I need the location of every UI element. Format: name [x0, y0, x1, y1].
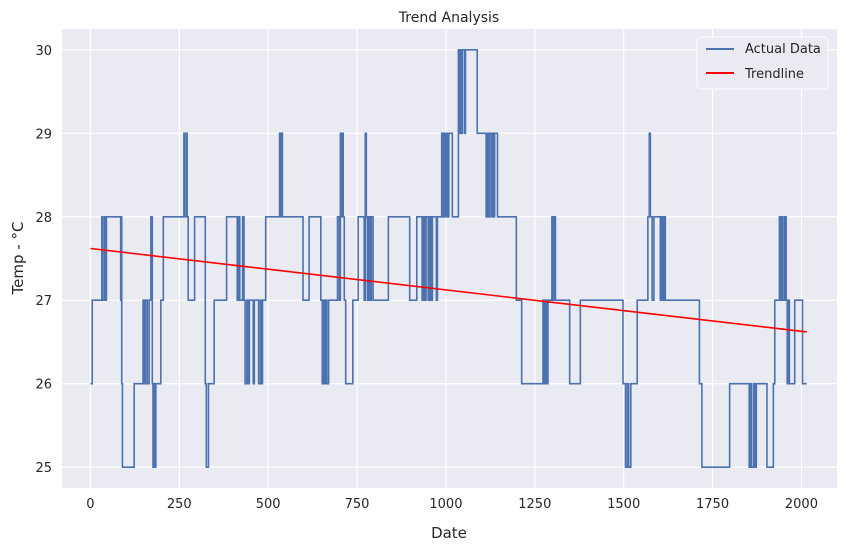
y-tick-label: 29 [35, 127, 52, 142]
actual-data-line [90, 49, 807, 468]
x-tick-label: 1000 [429, 497, 462, 512]
y-tick-label: 25 [35, 461, 52, 476]
x-tick-label: 1250 [518, 497, 551, 512]
legend-trend-label: Trendline [744, 67, 804, 82]
x-axis-label: Date [431, 524, 467, 542]
y-tick-label: 26 [35, 378, 52, 393]
x-tick-label: 1750 [696, 497, 729, 512]
x-tick-label: 500 [256, 497, 281, 512]
x-tick-label: 750 [345, 497, 370, 512]
trendline [90, 247, 807, 333]
legend: Actual Data Trendline [696, 36, 829, 90]
x-tick-label: 1500 [607, 497, 640, 512]
x-tick-label: 0 [86, 497, 94, 512]
series-layer [90, 49, 807, 468]
chart-title: Trend Analysis [398, 10, 499, 26]
y-tick-label: 27 [35, 294, 52, 309]
y-axis-label: Temp - °C [9, 222, 27, 296]
x-tick-label: 2000 [785, 497, 818, 512]
legend-actual-label: Actual Data [745, 42, 821, 57]
y-tick-label: 30 [35, 44, 52, 59]
x-tick-label: 250 [167, 497, 192, 512]
tick-labels: 0 250 500 750 1000 1250 1500 1750 2000 25 26 27 28 29… [35, 44, 818, 512]
plot-area [62, 29, 837, 488]
y-tick-label: 28 [35, 211, 52, 226]
